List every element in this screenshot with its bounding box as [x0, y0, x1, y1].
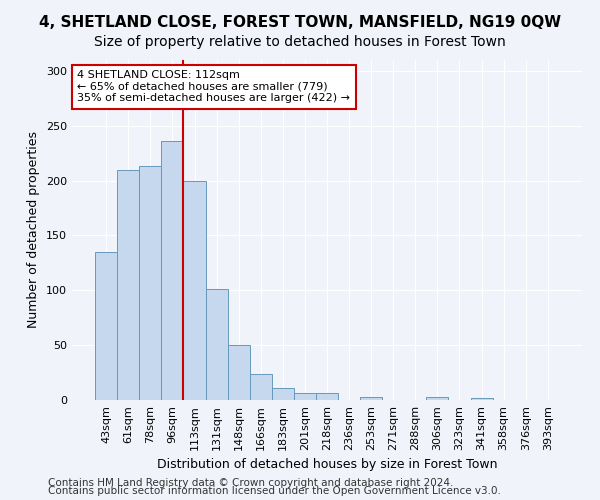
- Bar: [250, 374, 272, 400]
- Bar: [316, 394, 338, 400]
- Bar: [184, 180, 206, 400]
- Bar: [427, 396, 448, 400]
- Bar: [294, 394, 316, 400]
- Bar: [95, 252, 117, 400]
- Bar: [206, 289, 227, 400]
- X-axis label: Distribution of detached houses by size in Forest Town: Distribution of detached houses by size …: [157, 458, 497, 471]
- Text: 4 SHETLAND CLOSE: 112sqm
← 65% of detached houses are smaller (779)
35% of semi-: 4 SHETLAND CLOSE: 112sqm ← 65% of detach…: [77, 70, 350, 103]
- Text: Contains HM Land Registry data © Crown copyright and database right 2024.: Contains HM Land Registry data © Crown c…: [48, 478, 454, 488]
- Bar: [161, 141, 184, 400]
- Text: Size of property relative to detached houses in Forest Town: Size of property relative to detached ho…: [94, 35, 506, 49]
- Text: 4, SHETLAND CLOSE, FOREST TOWN, MANSFIELD, NG19 0QW: 4, SHETLAND CLOSE, FOREST TOWN, MANSFIEL…: [39, 15, 561, 30]
- Bar: [470, 398, 493, 400]
- Bar: [360, 396, 382, 400]
- Bar: [227, 345, 250, 400]
- Y-axis label: Number of detached properties: Number of detached properties: [28, 132, 40, 328]
- Text: Contains public sector information licensed under the Open Government Licence v3: Contains public sector information licen…: [48, 486, 501, 496]
- Bar: [139, 166, 161, 400]
- Bar: [272, 388, 294, 400]
- Bar: [117, 170, 139, 400]
